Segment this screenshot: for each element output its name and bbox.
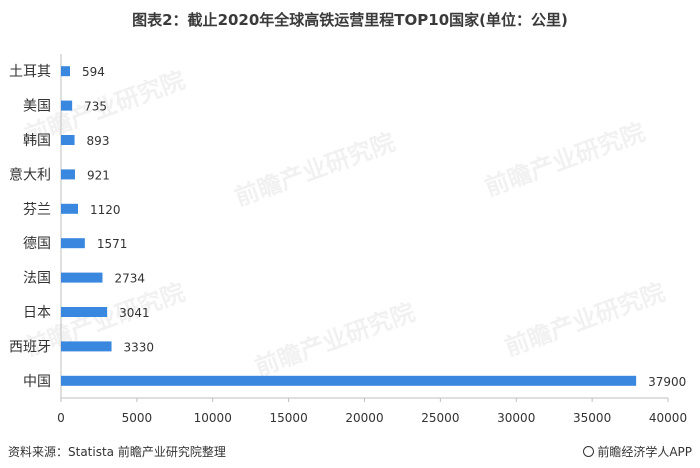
x-tick-label: 10000 <box>194 411 232 425</box>
source-note: 资料来源：Statista 前瞻产业研究院整理 <box>8 445 226 459</box>
value-label: 921 <box>87 168 110 182</box>
x-tick-label: 0 <box>57 411 65 425</box>
category-label: 西班牙 <box>9 339 51 355</box>
bar <box>61 135 75 145</box>
value-label: 3041 <box>119 306 150 320</box>
x-tick-label: 30000 <box>497 411 535 425</box>
value-label: 735 <box>84 100 107 114</box>
category-label: 芬兰 <box>23 202 51 218</box>
x-tick-label: 40000 <box>649 411 687 425</box>
value-label: 2734 <box>114 272 145 286</box>
value-label: 594 <box>82 65 105 79</box>
category-label: 中国 <box>23 374 51 390</box>
category-label: 土耳其 <box>9 64 51 80</box>
bar <box>61 307 108 317</box>
category-label: 日本 <box>23 305 51 321</box>
category-label: 德国 <box>23 236 51 252</box>
bar <box>61 238 85 249</box>
category-label: 法国 <box>23 271 51 287</box>
bar <box>61 100 73 111</box>
x-tick-label: 20000 <box>345 411 383 425</box>
x-tick-label: 15000 <box>270 411 308 425</box>
value-label: 893 <box>87 134 110 148</box>
bar <box>61 203 78 214</box>
value-label: 1120 <box>90 203 121 217</box>
value-label: 1571 <box>97 237 128 251</box>
x-tick-label: 25000 <box>421 411 459 425</box>
value-label: 3330 <box>124 340 155 354</box>
bar <box>61 272 103 283</box>
category-label: 意大利 <box>9 166 51 183</box>
brand-label: 前瞻经济学人APP <box>583 443 692 460</box>
brand-text: 前瞻经济学人APP <box>597 445 692 459</box>
brand-logo-icon <box>583 446 595 457</box>
chart-title: 图表2：截止2020年全球高铁运营里程TOP10国家(单位：公里) <box>132 11 568 29</box>
bar <box>61 375 637 386</box>
bar <box>61 66 71 77</box>
value-label: 37900 <box>648 375 686 389</box>
bar <box>61 341 112 352</box>
category-label: 韩国 <box>23 133 51 149</box>
x-tick-label: 5000 <box>122 411 153 425</box>
category-label: 美国 <box>23 99 51 115</box>
bar <box>61 169 75 180</box>
x-tick-label: 35000 <box>573 411 611 425</box>
